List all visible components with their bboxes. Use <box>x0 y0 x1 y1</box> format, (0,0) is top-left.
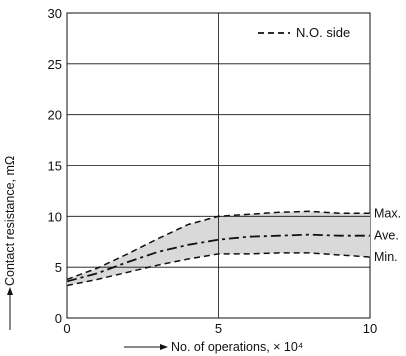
y-tick-label: 25 <box>48 57 62 72</box>
x-tick-label: 5 <box>215 321 222 336</box>
y-tick-label: 20 <box>48 108 62 123</box>
series-label-max: Max. <box>374 206 401 220</box>
y-tick-label: 30 <box>48 6 62 21</box>
y-axis-arrow-head <box>7 287 13 295</box>
y-axis-title: Contact resistance, mΩ <box>3 156 17 286</box>
series-label-ave: Ave. <box>374 229 399 243</box>
series-label-min: Min. <box>374 250 398 264</box>
x-tick-label: 0 <box>63 321 70 336</box>
y-axis-title-group: Contact resistance, mΩ <box>3 156 17 330</box>
x-axis-arrow-head <box>160 344 168 350</box>
series-line-ave <box>66 233 370 283</box>
x-axis-title-group: No. of operations, × 10⁴ <box>124 340 303 354</box>
y-tick-label: 10 <box>48 209 62 224</box>
x-tick-label: 10 <box>363 321 377 336</box>
legend-label: N.O. side <box>296 25 350 40</box>
y-tick-label: 0 <box>55 311 62 326</box>
series-line-max <box>66 210 370 281</box>
x-axis-title: No. of operations, × 10⁴ <box>171 340 303 354</box>
y-tick-label: 15 <box>48 159 62 174</box>
series-line-min <box>66 252 371 287</box>
y-tick-label: 5 <box>55 260 62 275</box>
legend: N.O. side <box>258 25 350 40</box>
